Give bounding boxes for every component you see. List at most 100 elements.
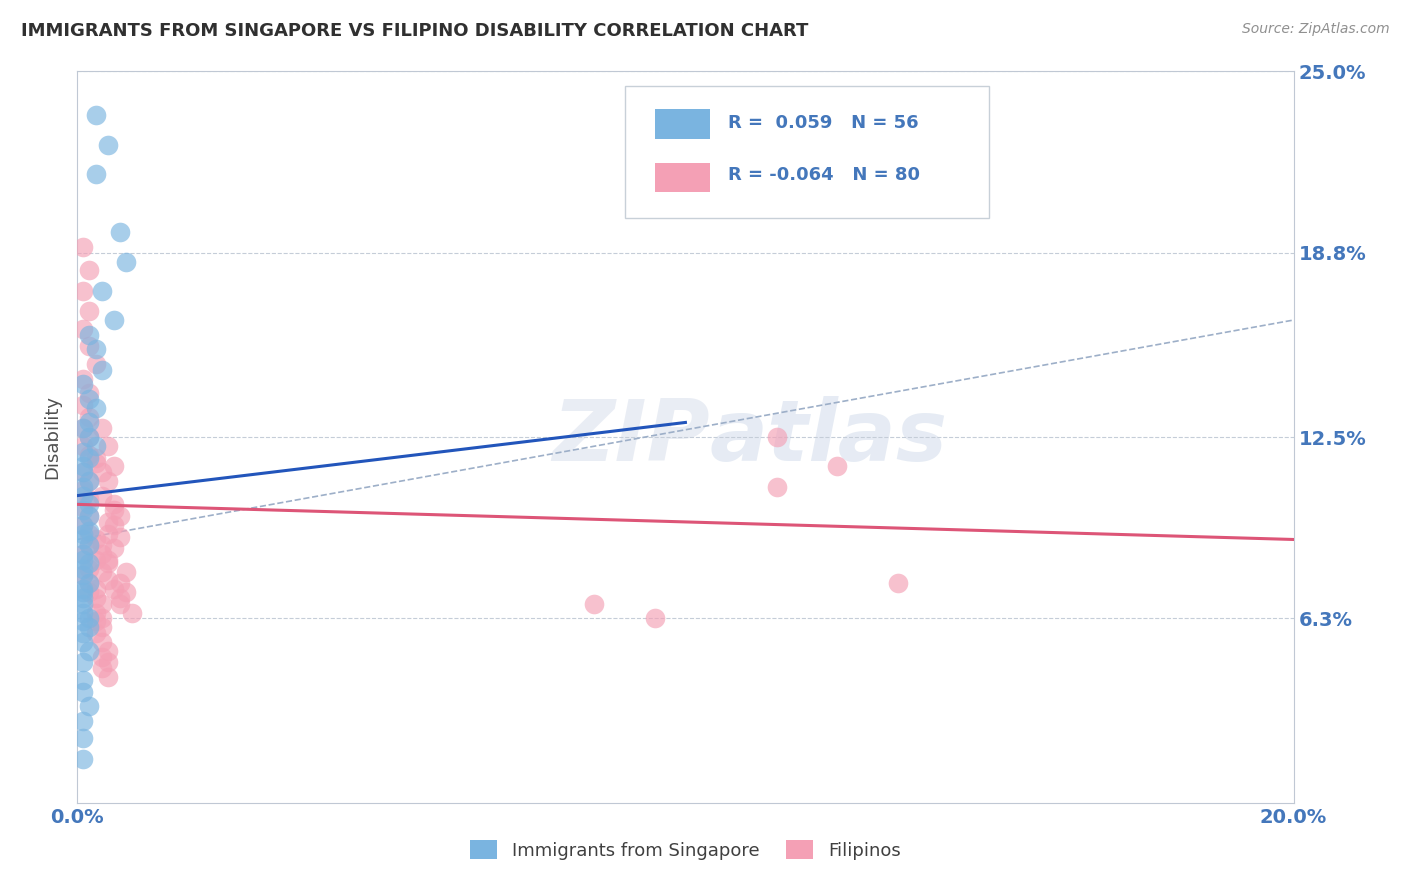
Y-axis label: Disability: Disability (44, 395, 62, 479)
Point (72, 465, 94, 479)
Text: atlas: atlas (710, 395, 948, 479)
Point (79, 430, 101, 444)
Point (90, 611, 112, 625)
Point (72, 439, 94, 453)
Point (115, 565, 138, 579)
Point (72, 547, 94, 561)
Point (90, 363, 112, 377)
Point (79, 327, 101, 342)
Point (72, 626, 94, 640)
Point (72, 752, 94, 766)
Point (90, 421, 112, 435)
Point (108, 530, 131, 544)
Point (90, 635, 112, 649)
Text: IMMIGRANTS FROM SINGAPORE VS FILIPINO DISABILITY CORRELATION CHART: IMMIGRANTS FROM SINGAPORE VS FILIPINO DI… (21, 22, 808, 40)
Point (79, 509, 101, 524)
Point (79, 392, 101, 406)
Point (108, 509, 131, 524)
Point (72, 322, 94, 336)
Point (90, 465, 112, 479)
Point (90, 538, 112, 552)
Point (72, 500, 94, 515)
Point (79, 491, 101, 506)
Point (84, 553, 107, 567)
Point (97, 656, 120, 670)
Text: ZIP: ZIP (553, 395, 710, 479)
Point (79, 585, 101, 599)
Point (72, 714, 94, 728)
Point (72, 284, 94, 298)
Point (84, 626, 107, 640)
Point (103, 541, 125, 556)
Point (79, 263, 101, 277)
Point (79, 556, 101, 570)
Point (72, 240, 94, 254)
Point (97, 574, 120, 588)
Point (90, 565, 112, 579)
Point (103, 503, 125, 517)
Point (97, 526, 120, 541)
Point (108, 576, 131, 591)
Point (84, 401, 107, 415)
Point (79, 576, 101, 591)
Point (644, 611, 666, 625)
Point (79, 304, 101, 318)
Point (84, 450, 107, 465)
Point (72, 656, 94, 670)
Point (90, 620, 112, 634)
Point (84, 343, 107, 357)
Point (72, 480, 94, 494)
Point (79, 430, 101, 444)
Point (765, 480, 787, 494)
Point (79, 538, 101, 552)
Point (72, 731, 94, 746)
Point (72, 585, 94, 599)
Point (79, 339, 101, 353)
Point (72, 553, 94, 567)
Point (97, 515, 120, 529)
Point (115, 254, 138, 268)
Point (84, 457, 107, 471)
Point (108, 597, 131, 611)
Point (72, 684, 94, 698)
Point (72, 582, 94, 597)
Point (827, 459, 849, 474)
Point (72, 503, 94, 517)
Point (72, 421, 94, 435)
Bar (655, 110, 710, 138)
Point (79, 474, 101, 488)
Point (108, 591, 131, 605)
Point (103, 459, 125, 474)
Point (72, 635, 94, 649)
Point (84, 615, 107, 629)
Point (90, 649, 112, 664)
Point (79, 474, 101, 488)
Point (90, 547, 112, 561)
FancyBboxPatch shape (624, 86, 990, 218)
Point (103, 313, 125, 327)
Point (72, 517, 94, 532)
Point (79, 526, 101, 541)
Point (72, 606, 94, 620)
Text: Source: ZipAtlas.com: Source: ZipAtlas.com (1241, 22, 1389, 37)
Point (84, 591, 107, 605)
Point (103, 497, 125, 511)
Point (79, 611, 101, 625)
Point (79, 699, 101, 714)
Point (79, 416, 101, 430)
Point (84, 108, 107, 122)
Point (97, 439, 120, 453)
Point (72, 444, 94, 458)
Point (79, 620, 101, 634)
Legend: Immigrants from Singapore, Filipinos: Immigrants from Singapore, Filipinos (463, 833, 908, 867)
Point (72, 567, 94, 582)
Point (97, 643, 120, 657)
Point (72, 562, 94, 576)
Point (79, 643, 101, 657)
Point (72, 517, 94, 532)
Point (90, 284, 112, 298)
Point (79, 386, 101, 401)
Point (121, 606, 143, 620)
Point (72, 547, 94, 561)
Point (115, 585, 138, 599)
